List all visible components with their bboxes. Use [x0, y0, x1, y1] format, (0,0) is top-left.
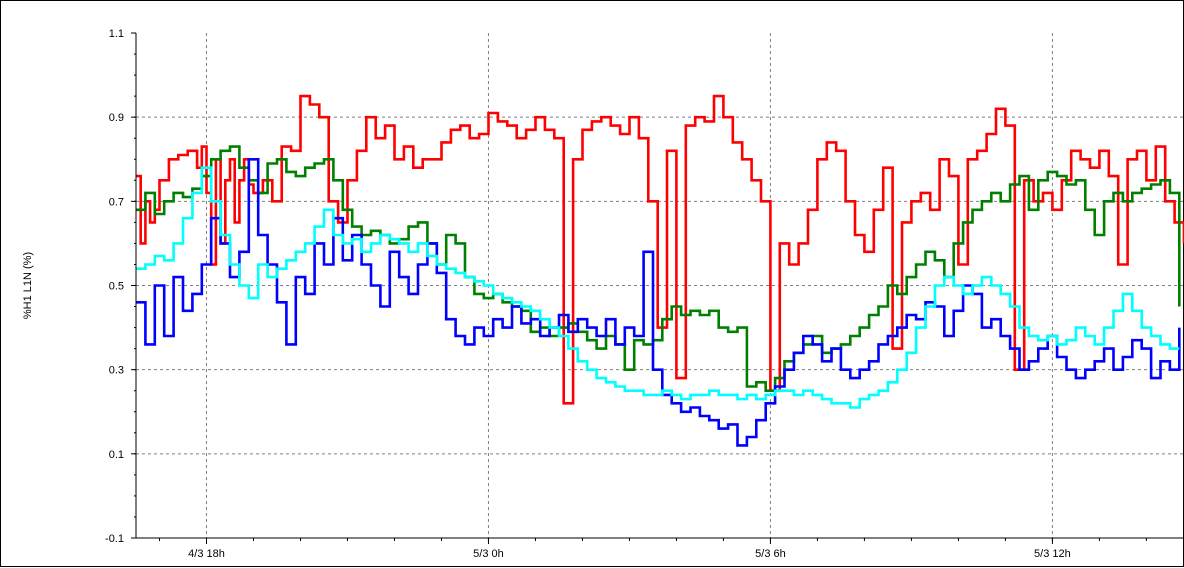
- y-tick-label: 1.1: [109, 28, 124, 40]
- y-tick-label: 0.9: [109, 112, 124, 124]
- grid-layer: [136, 33, 1184, 538]
- y-tick-label: 0.5: [109, 281, 124, 293]
- x-tick-label: 5/3 0h: [473, 548, 504, 560]
- y-axis-label: %H1 L1N (%): [22, 252, 34, 319]
- series-line-4: [136, 166, 1180, 409]
- x-tick-label: 4/3 18h: [188, 548, 225, 560]
- series-line-3: [136, 158, 1181, 447]
- series-line-1: [136, 94, 1184, 405]
- y-tick-label: -0.1: [105, 533, 124, 545]
- x-tick-label: 5/3 6h: [755, 548, 786, 560]
- axis-layer: 1.1 0.9 0.7 0.5 0.3 0.1 -0.1 4/3 18h 5/3 0h 5/3 6…: [105, 28, 1184, 560]
- y-tick-label: 0.1: [109, 449, 124, 461]
- y-tick-label: 0.7: [109, 196, 124, 208]
- series-layer: [136, 94, 1184, 447]
- series-line-2: [136, 145, 1181, 392]
- x-tick-label: 5/3 12h: [1034, 548, 1071, 560]
- y-tick-label: 0.3: [109, 365, 124, 377]
